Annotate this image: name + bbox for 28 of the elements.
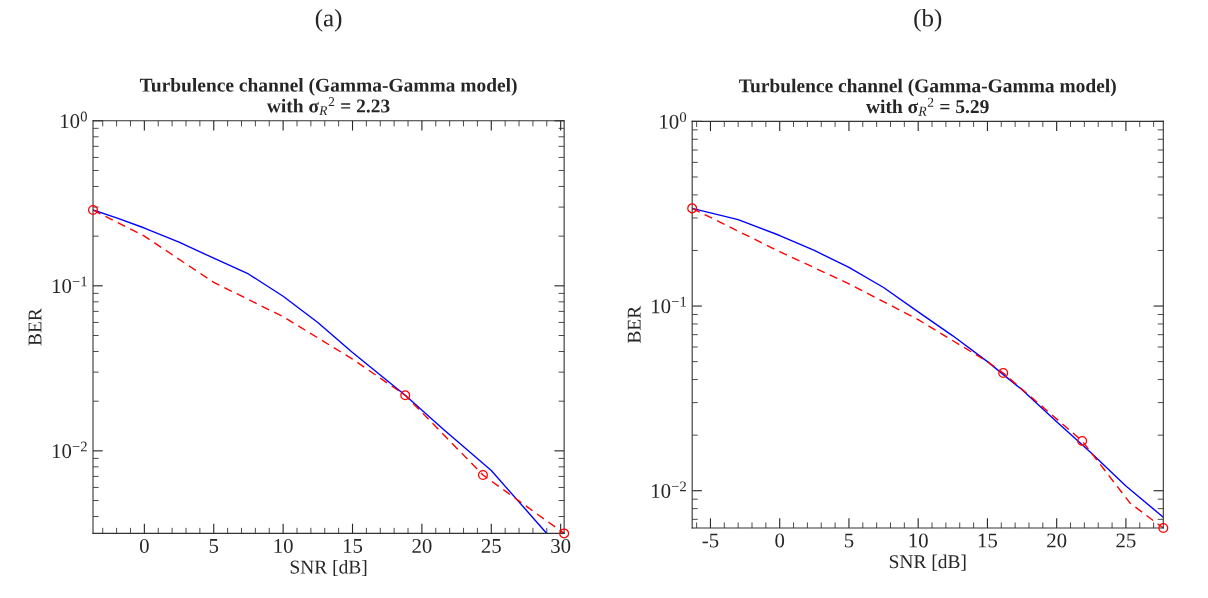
chart-title: Turbulence channel (Gamma-Gamma model) with σ$_{R}$$^{2}$ = 5.29: [739, 78, 1116, 116]
x-tick-label: 0: [139, 538, 149, 553]
x-tick-label: 30: [551, 538, 571, 553]
y-tick-label: 10$^{0}$: [660, 112, 687, 129]
x-tick-label: 5: [209, 539, 219, 553]
y-tick-label: 10$^{−1}$: [52, 276, 87, 294]
x-tick-label: -5: [702, 533, 719, 548]
y-tick-label: 10$^{−2}$: [652, 481, 686, 499]
x-axis-title: SNR [dB]: [889, 554, 966, 571]
chart-title: Turbulence channel (Gamma-Gamma model) with σ$_{R}$$^{2}$ = 2.23: [139, 78, 517, 116]
x-tick-label: 0: [775, 533, 785, 548]
x-tick-label: 15: [978, 533, 998, 548]
x-tick-label: 25: [481, 538, 501, 553]
text: (a): [315, 8, 342, 32]
x-tick-label: 10: [274, 538, 293, 553]
x-tick-label: 20: [412, 538, 432, 553]
x-tick-label: 25: [1116, 533, 1136, 548]
x-tick-label: 5: [844, 533, 854, 548]
x-tick-label: 20: [1047, 533, 1067, 548]
y-tick-label: 10$^{−2}$: [52, 441, 87, 459]
x-axis-title: SNR [dB]: [290, 559, 367, 577]
y-axis-title: BER: [28, 308, 42, 346]
text: (b): [914, 8, 942, 32]
y-tick-label: 10$^{−1}$: [652, 296, 686, 314]
y-tick-label: 10$^{0}$: [61, 111, 87, 129]
x-tick-label: 15: [343, 538, 363, 553]
y-axis-title: BER: [627, 305, 641, 344]
x-tick-label: 10: [909, 533, 928, 548]
